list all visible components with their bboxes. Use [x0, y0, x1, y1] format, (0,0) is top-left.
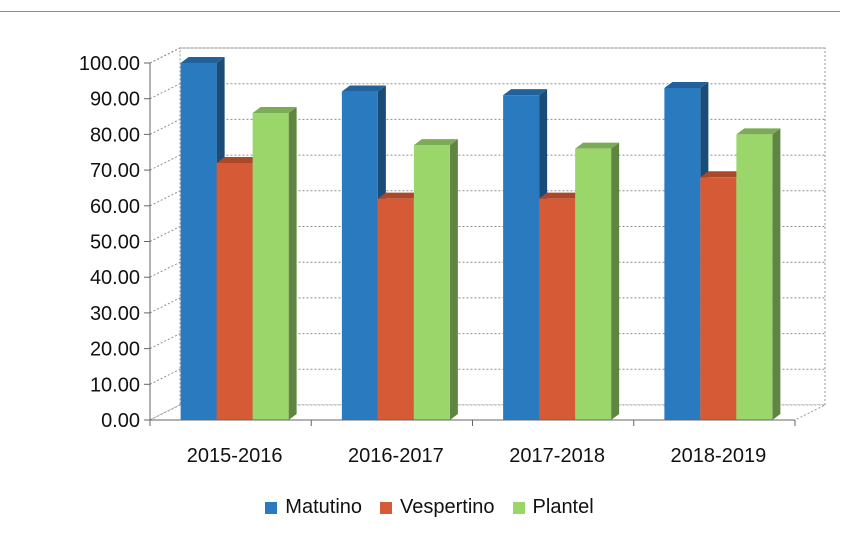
- top-rule: [0, 11, 840, 12]
- x-tick-label: 2017-2018: [509, 445, 605, 467]
- bar-side: [288, 106, 297, 420]
- legend-label-plantel: Plantel: [532, 496, 594, 518]
- legend-label-matutino: Matutino: [285, 496, 363, 518]
- bar-top: [377, 192, 422, 199]
- y-tick-label: 100.00: [79, 53, 140, 75]
- y-tick-label: 80.00: [90, 124, 140, 146]
- bar-top: [413, 139, 458, 146]
- y-tick-label: 30.00: [90, 303, 140, 325]
- bar-plantel-2018-2019: [736, 128, 781, 420]
- bar-plantel-2016-2017: [413, 139, 458, 421]
- bar-top: [252, 106, 297, 113]
- bar-top: [575, 142, 620, 149]
- legend-swatch-vespertino: [380, 501, 393, 514]
- bar-front: [180, 63, 217, 420]
- bar-front: [341, 91, 378, 420]
- x-axis: 2015-2016 2016-2017 2017-2018 2018-2019: [149, 419, 796, 467]
- gridline: [149, 83, 825, 100]
- gridline: [149, 226, 825, 242]
- bar-top: [736, 128, 781, 135]
- x-tick-label: 2018-2019: [671, 445, 767, 467]
- floor-frame: [149, 404, 826, 421]
- gridline: [149, 368, 825, 385]
- y-tick-label: 70.00: [90, 160, 140, 182]
- bar-plantel-2015-2016: [252, 106, 297, 420]
- x-tick-label: 2016-2017: [348, 445, 444, 467]
- y-tick-label: 0.00: [101, 410, 140, 432]
- gridline: [149, 47, 825, 64]
- gridline: [149, 297, 825, 314]
- legend-item-vespertino: Vespertino: [380, 496, 495, 519]
- bar-top: [539, 192, 584, 199]
- bar-side: [611, 142, 620, 420]
- legend-label-vespertino: Vespertino: [400, 496, 495, 518]
- y-tick-label: 90.00: [90, 89, 140, 111]
- gridline: [149, 118, 825, 135]
- bar-front: [377, 198, 414, 420]
- bar-front: [700, 177, 737, 420]
- bar-side: [449, 139, 458, 421]
- bar-front: [252, 112, 289, 420]
- bar-front: [503, 95, 540, 420]
- legend-swatch-plantel: [512, 501, 525, 514]
- gridline: [149, 190, 825, 207]
- bar-top: [664, 81, 709, 88]
- legend: Matutino Vespertino Plantel: [0, 496, 859, 519]
- bar-front: [664, 87, 701, 421]
- bar-plantel-2017-2018: [575, 142, 620, 420]
- bar-top: [180, 57, 225, 63]
- bar-group: [180, 57, 781, 421]
- legend-item-matutino: Matutino: [265, 496, 362, 519]
- bar-top: [216, 156, 261, 163]
- bar-front: [736, 134, 773, 420]
- y-tick-label: 50.00: [90, 232, 140, 254]
- bar-front: [575, 148, 612, 420]
- bar-front: [539, 198, 576, 420]
- x-tick-label: 2015-2016: [187, 445, 283, 467]
- y-tick-label: 10.00: [90, 374, 140, 396]
- bar-front: [216, 162, 253, 420]
- gridline: [149, 261, 825, 278]
- bar-side: [772, 128, 781, 420]
- y-tick-label: 60.00: [90, 196, 140, 218]
- y-tick-label: 40.00: [90, 267, 140, 289]
- bar-front: [413, 145, 450, 421]
- legend-swatch-matutino: [265, 501, 278, 514]
- bar-top: [503, 89, 548, 96]
- gridline: [149, 154, 825, 171]
- bar-top: [700, 171, 745, 178]
- y-tick-label: 20.00: [90, 339, 140, 361]
- legend-item-plantel: Plantel: [512, 496, 594, 519]
- gridline: [149, 333, 825, 350]
- bar-top: [341, 85, 386, 92]
- y-axis: 0.00 10.00 20.00 30.00 40.00 50.00 60.00 70.00 8…: [79, 53, 151, 432]
- chart-floor: [149, 404, 826, 421]
- bar-chart: 0.00 10.00 20.00 30.00 40.00 50.00 60.00 70.00 8…: [79, 47, 826, 467]
